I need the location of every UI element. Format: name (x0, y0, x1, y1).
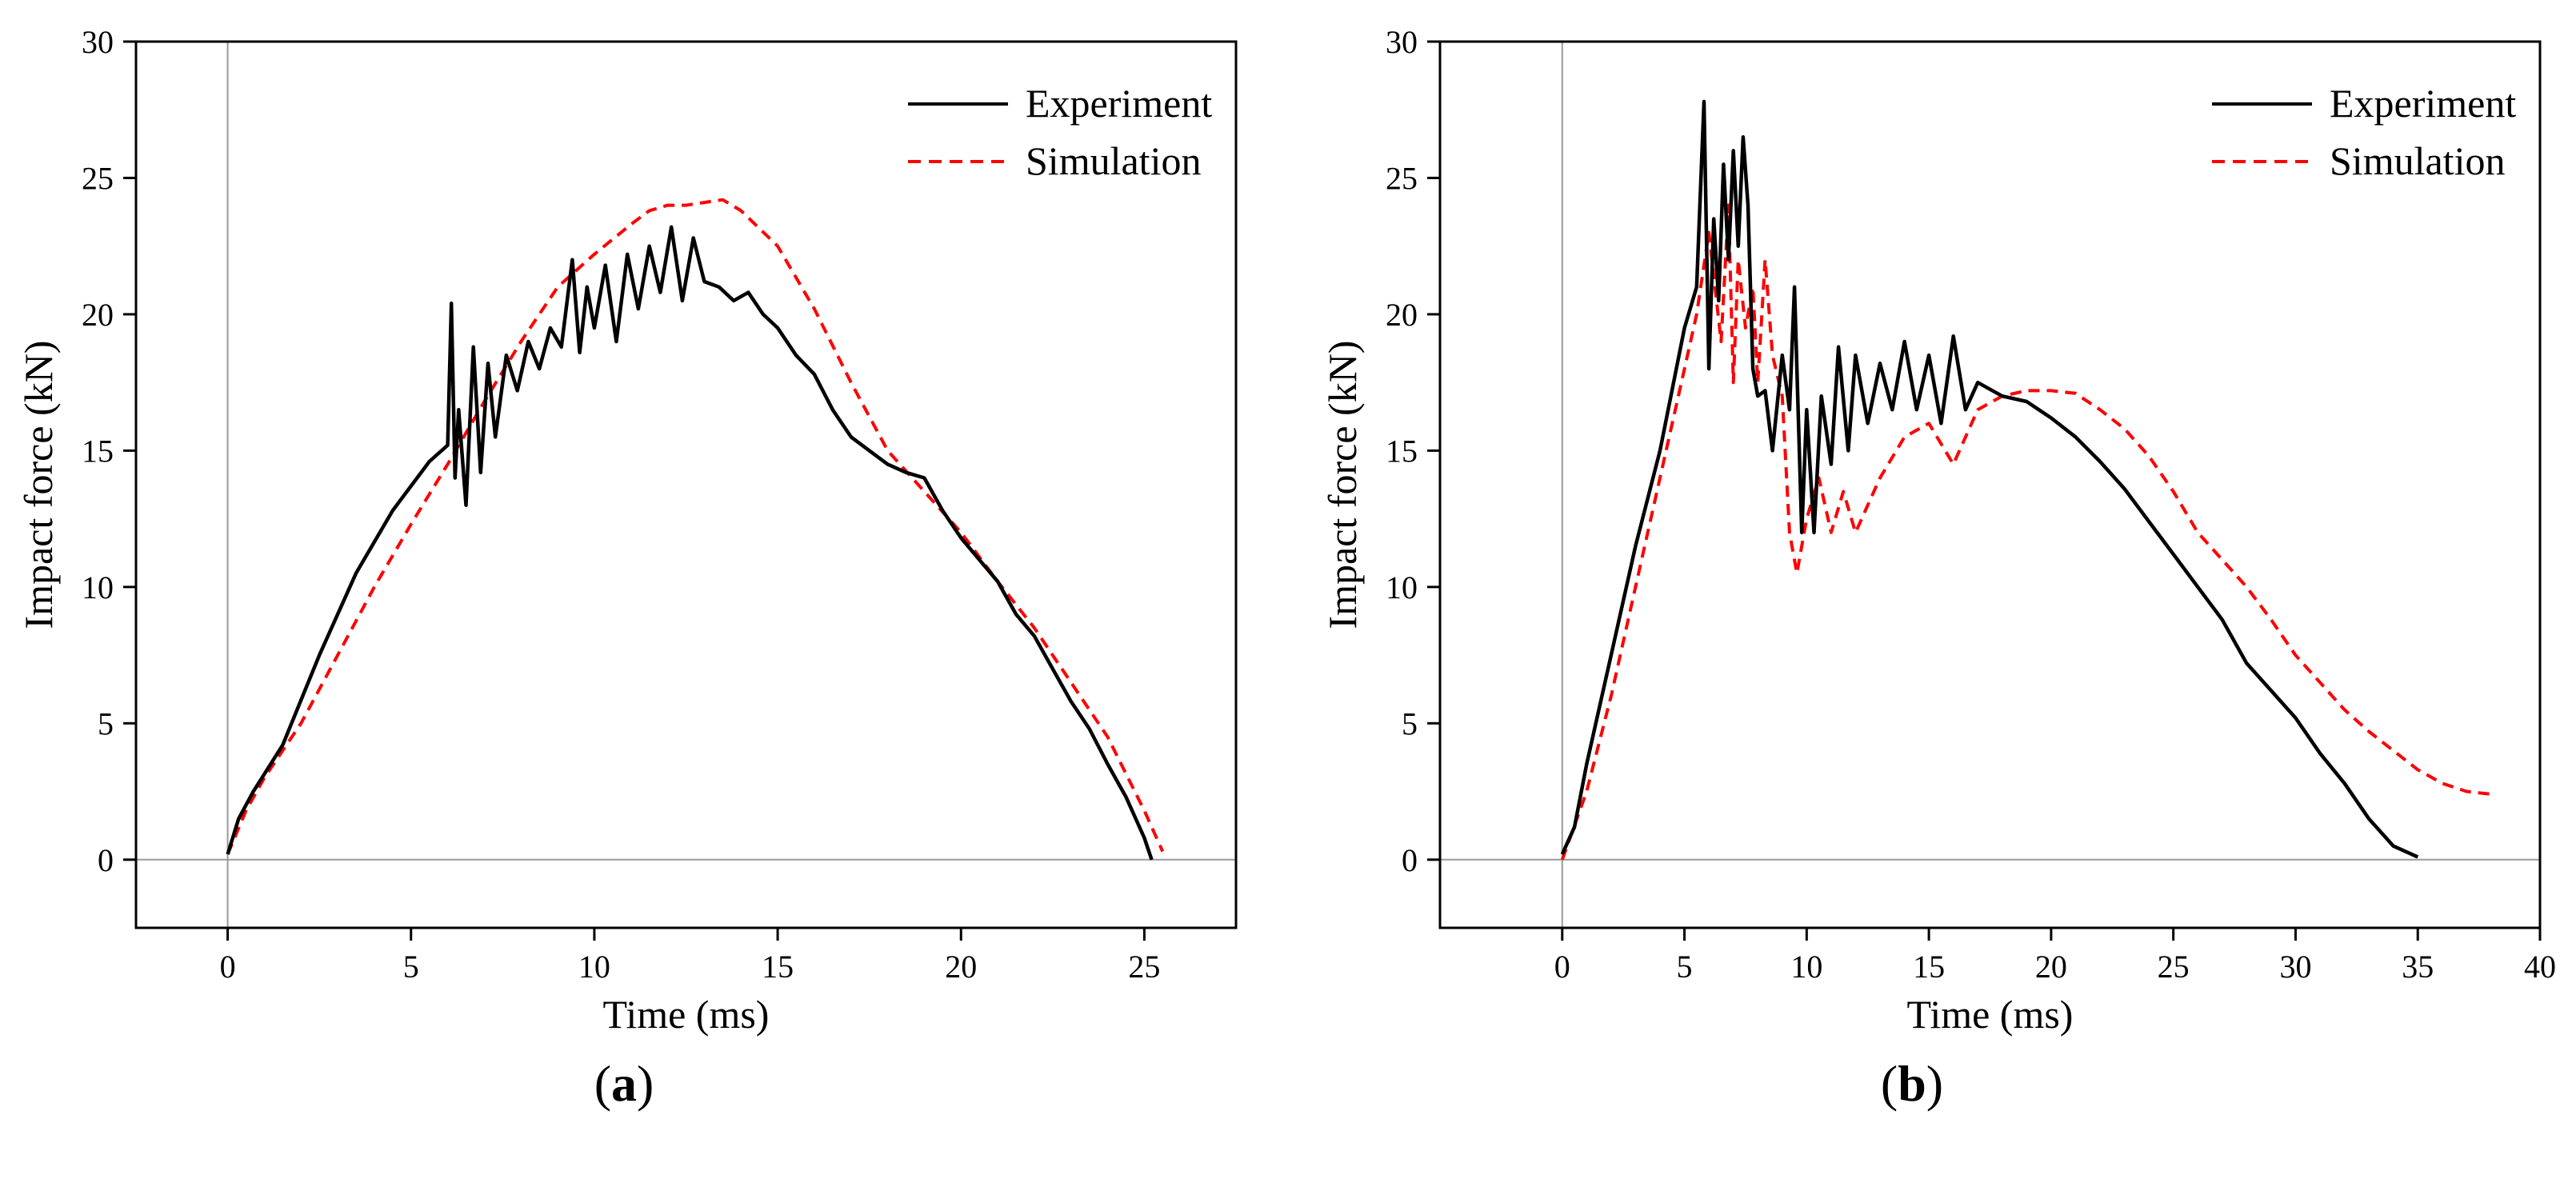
x-tick-label: 0 (1554, 949, 1570, 985)
plot-frame (1438, 40, 2542, 929)
y-tick-label: 15 (1386, 433, 1418, 469)
legend-label-simulation: Simulation (1026, 138, 1201, 183)
x-tick-label: 40 (2524, 949, 2556, 985)
x-tick-label: 5 (1677, 949, 1693, 985)
caption-a: (a) (594, 1055, 654, 1112)
x-axis-label: Time (ms) (1907, 992, 2074, 1037)
y-tick-label: 20 (1386, 297, 1418, 333)
plot-frame (134, 40, 1238, 929)
y-axis-label: Impact force (kN) (1320, 341, 1365, 629)
y-tick-label: 30 (82, 24, 114, 60)
x-tick-label: 10 (578, 949, 610, 985)
chart-a-svg: 0 5 10 15 20 25 0 5 10 15 20 25 30 Time (ms) Impact fo… (16, 24, 1238, 1037)
legend-label-simulation: Simulation (2330, 138, 2505, 183)
series-line-simulation (1560, 203, 2492, 861)
x-tick-label: 30 (2279, 949, 2311, 985)
y-tick-label: 25 (1386, 160, 1418, 196)
y-tick-label: 30 (1386, 24, 1418, 60)
x-axis-label: Time (ms) (603, 992, 770, 1037)
y-tick-label: 15 (82, 433, 114, 469)
x-tick-label: 15 (1913, 949, 1945, 985)
y-tick-label: 25 (82, 160, 114, 196)
y-tick-label: 5 (98, 705, 114, 741)
x-tick-label: 5 (403, 949, 419, 985)
y-tick-label: 5 (1402, 705, 1418, 741)
x-tick-label: 25 (2158, 949, 2190, 985)
series-line-simulation (226, 198, 1165, 855)
chart-panel-a: 0 5 10 15 20 25 0 5 10 15 20 25 30 Time (ms) Impact fo… (16, 24, 1238, 1112)
x-tick-label: 15 (762, 949, 794, 985)
y-tick-label: 10 (82, 570, 114, 605)
y-tick-label: 10 (1386, 570, 1418, 605)
x-tick-label: 0 (220, 949, 236, 985)
chart-b-svg: 0 5 10 15 20 25 30 35 40 0 5 10 15 20 25 30 Time (ms) Imp… (1320, 24, 2556, 1037)
series-line-experiment (1560, 99, 2419, 859)
y-tick-label: 0 (1402, 842, 1418, 878)
x-tick-label: 10 (1790, 949, 1822, 985)
legend-label-experiment: Experiment (2330, 81, 2516, 126)
legend-label-experiment: Experiment (1026, 81, 1212, 126)
chart-panel-b: 0 5 10 15 20 25 30 35 40 0 5 10 15 20 25 30 Time (ms) Imp… (1288, 0, 2576, 1179)
x-tick-label: 20 (945, 949, 977, 985)
x-tick-label: 25 (1128, 949, 1160, 985)
y-tick-label: 20 (82, 297, 114, 333)
y-tick-label: 0 (98, 842, 114, 878)
x-tick-label: 20 (2035, 949, 2067, 985)
x-tick-label: 35 (2402, 949, 2434, 985)
series-line-experiment (226, 225, 1154, 861)
y-axis-label: Impact force (kN) (16, 341, 61, 629)
caption-b: (b) (1880, 1055, 1944, 1112)
